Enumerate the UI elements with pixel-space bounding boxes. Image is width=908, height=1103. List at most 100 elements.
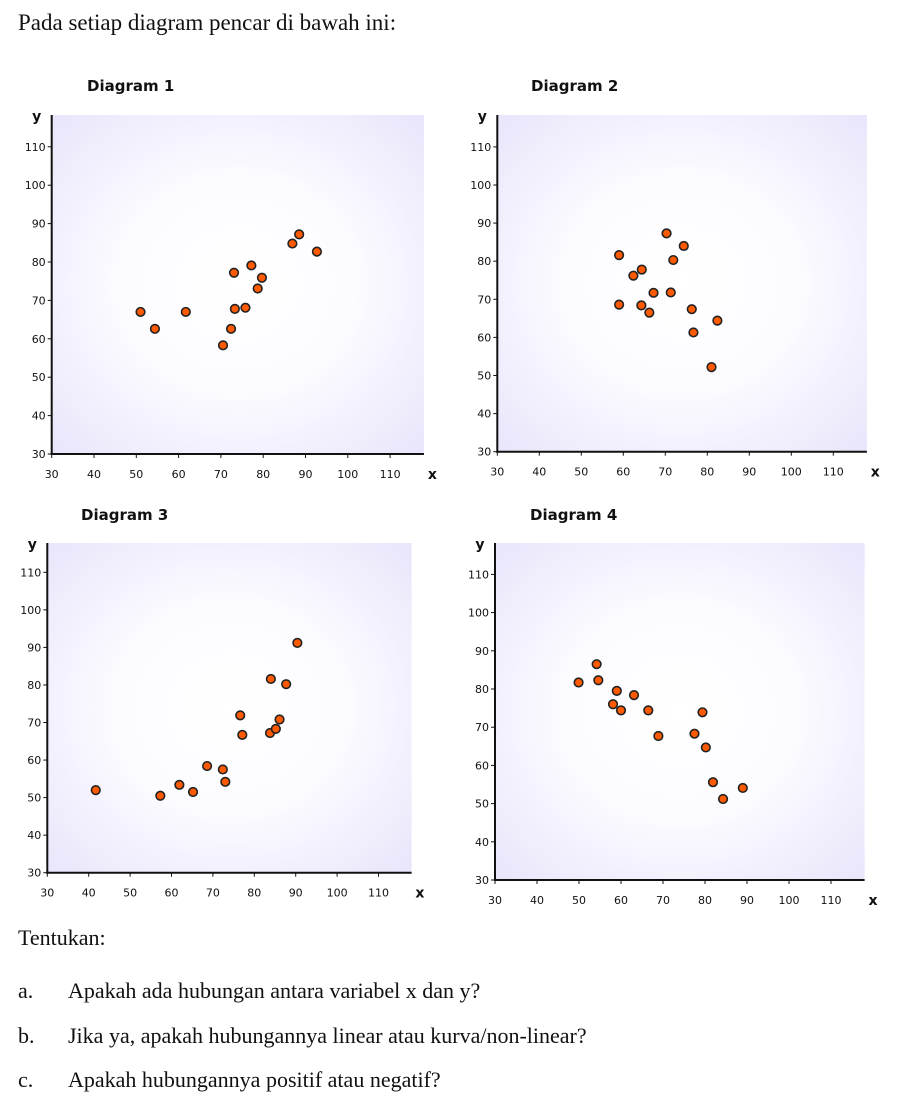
data-point (717, 793, 729, 805)
x-tick-label: 30 (45, 468, 59, 481)
y-tick-label: 80 (477, 255, 491, 268)
data-point (311, 246, 323, 257)
data-point (217, 764, 228, 775)
y-tick-label: 90 (27, 641, 41, 654)
y-axis-label: y (478, 109, 487, 125)
x-tick-label: 60 (616, 466, 630, 479)
question-label: a. (18, 978, 34, 1003)
data-point (229, 303, 240, 314)
data-point (202, 760, 213, 772)
x-tick-label: 90 (740, 894, 754, 907)
scatter-charts: 30 40 50 60 70 80 90 100 110 30 40 50 60 70 80 90 100 110… (20, 109, 880, 909)
data-point (628, 690, 640, 701)
x-tick-label: 50 (129, 468, 143, 481)
y-tick-label: 40 (477, 408, 491, 421)
y-tick-label: 70 (477, 293, 491, 306)
data-point (274, 714, 285, 725)
y-tick-label: 30 (27, 867, 41, 880)
diagram-1-title: Diagram 1 (87, 77, 175, 95)
x-tick-label: 50 (574, 466, 588, 479)
y-tick-label: 50 (27, 792, 41, 805)
y-tick-label: 50 (32, 371, 46, 384)
data-point (707, 777, 719, 788)
y-tick-label: 40 (27, 829, 41, 842)
plot-background (47, 543, 412, 873)
data-point (187, 786, 199, 798)
x-tick-label: 90 (742, 466, 756, 479)
y-tick-label: 110 (20, 566, 41, 579)
x-tick-label: 60 (172, 468, 186, 481)
x-tick-label: 110 (823, 466, 844, 479)
x-tick-label: 100 (779, 894, 800, 907)
data-point (678, 240, 689, 252)
data-point (246, 260, 257, 271)
y-tick-label: 80 (32, 256, 46, 269)
x-tick-label: 70 (658, 466, 672, 479)
x-tick-label: 60 (614, 894, 628, 907)
x-tick-label: 40 (530, 894, 544, 907)
data-point (615, 705, 627, 716)
data-point (180, 306, 191, 318)
x-tick-label: 40 (87, 468, 101, 481)
x-tick-label: 40 (82, 887, 96, 900)
x-tick-label: 110 (368, 887, 389, 900)
data-point (689, 728, 700, 739)
y-tick-label: 30 (32, 448, 46, 461)
question-text: Apakah ada hubungan antara variabel x da… (68, 978, 481, 1003)
y-tick-label: 40 (32, 410, 46, 423)
data-point (661, 228, 672, 239)
data-point (593, 675, 604, 686)
data-point (235, 710, 246, 721)
data-point (252, 283, 263, 294)
x-tick-label: 90 (289, 887, 303, 900)
y-tick-label: 70 (27, 717, 41, 730)
intro-text: Pada setiap diagram pencar di bawah ini: (18, 10, 397, 35)
y-tick-label: 90 (477, 217, 491, 230)
x-tick-label: 60 (165, 887, 179, 900)
data-point (281, 679, 292, 690)
x-axis-label: x (868, 893, 877, 909)
plot-background (51, 115, 424, 454)
data-point (700, 742, 711, 753)
x-tick-label: 50 (123, 887, 137, 900)
y-axis-label: y (28, 537, 37, 553)
data-point (665, 287, 676, 298)
y-tick-label: 100 (20, 604, 41, 617)
x-tick-label: 70 (656, 894, 670, 907)
data-point (712, 315, 723, 326)
data-point (287, 238, 298, 249)
y-axis-label: y (32, 109, 41, 125)
y-tick-label: 50 (477, 370, 491, 383)
y-tick-label: 90 (32, 218, 46, 231)
data-point (653, 730, 664, 742)
data-point (220, 776, 231, 787)
x-tick-label: 70 (206, 887, 220, 900)
data-point (256, 272, 268, 283)
data-point (225, 323, 237, 334)
data-point (688, 327, 699, 338)
y-tick-label: 30 (477, 446, 491, 459)
data-point (155, 790, 166, 801)
x-tick-label: 40 (532, 466, 546, 479)
y-tick-label: 50 (475, 798, 489, 811)
data-point (686, 304, 697, 315)
x-tick-label: 100 (327, 887, 348, 900)
data-point (292, 637, 303, 648)
data-point (149, 323, 161, 334)
y-axis-label: y (475, 537, 484, 553)
x-tick-label: 80 (256, 468, 270, 481)
diagram-3-title: Diagram 3 (81, 506, 169, 524)
y-tick-label: 30 (475, 874, 489, 887)
y-tick-label: 110 (470, 141, 491, 154)
data-point (607, 699, 619, 710)
data-point (591, 659, 602, 670)
data-point (270, 723, 281, 734)
y-tick-label: 60 (477, 331, 491, 344)
data-point (628, 270, 639, 281)
x-axis-label: x (415, 886, 424, 902)
data-point (135, 306, 146, 318)
question-label: c. (18, 1067, 34, 1092)
x-tick-label: 30 (490, 466, 504, 479)
data-point (668, 254, 679, 266)
